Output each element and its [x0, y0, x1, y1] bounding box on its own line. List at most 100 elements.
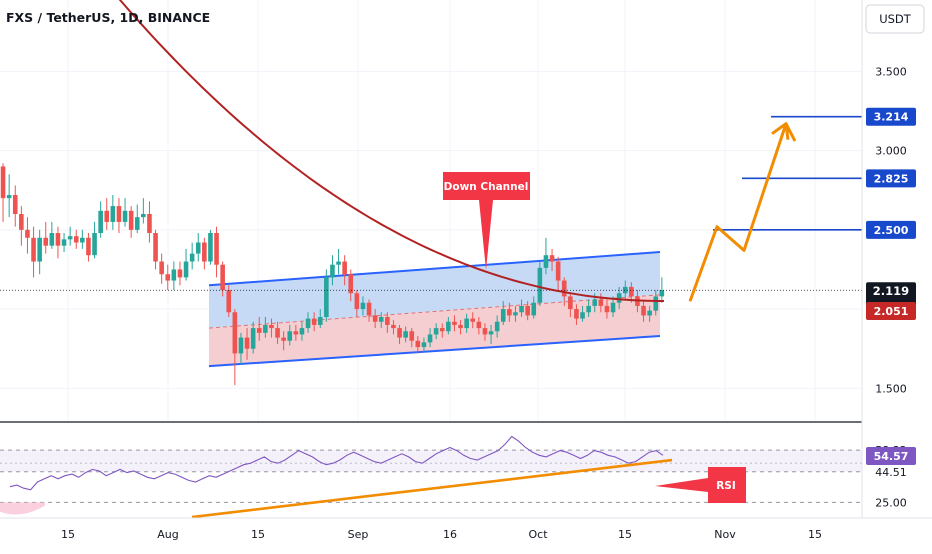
candle-body-28 — [171, 269, 177, 281]
down-channel-callout: Down Channel — [443, 172, 530, 270]
candle-body-25 — [153, 233, 158, 262]
candle-body-38 — [232, 312, 238, 354]
candle-body-105 — [641, 305, 646, 316]
candle-body-12 — [73, 236, 79, 243]
moving-average-badge — [866, 301, 916, 320]
candle-body-81 — [494, 321, 500, 332]
candle-body-50 — [305, 318, 311, 329]
candles — [0, 163, 665, 386]
time-axis-tick-0: 15 — [61, 528, 75, 541]
rsi-trend-line — [191, 458, 673, 519]
candle-body-35 — [214, 233, 219, 265]
price-axis-tick-1: 3.000 — [875, 145, 907, 158]
currency-badge-label[interactable]: USDT — [879, 12, 912, 26]
candle-body-41 — [250, 328, 256, 349]
candle-body-7 — [43, 237, 49, 246]
rsi-axis-tick-1: 44.51 — [875, 466, 907, 479]
price-levels — [713, 115, 862, 231]
time-axis-tick-4: 16 — [443, 528, 457, 541]
channel-upper-line — [208, 251, 661, 287]
time-axis: 15 Aug 15 Sep 16 Oct 15 Nov 15 — [0, 517, 932, 550]
candle-body-53 — [324, 277, 329, 317]
candle-body-90 — [549, 255, 555, 262]
candle-body-108 — [659, 290, 665, 297]
candle-body-77 — [470, 318, 476, 322]
time-axis-tick-2: 15 — [251, 528, 265, 541]
candle-body-31 — [189, 253, 195, 262]
candle-body-0 — [0, 166, 6, 199]
candle-body-79 — [482, 328, 488, 335]
candle-body-1 — [6, 194, 12, 199]
candle-body-64 — [391, 324, 396, 329]
currency-badge[interactable]: USDT — [865, 4, 925, 34]
candle-body-39 — [238, 337, 244, 354]
candle-body-106 — [647, 310, 652, 316]
rsi-axis-tick-0: 25.00 — [875, 496, 907, 509]
candle-body-32 — [195, 242, 201, 254]
candle-body-72 — [439, 328, 445, 332]
current-price-label: 2.119 — [873, 284, 909, 298]
candle-body-71 — [433, 328, 439, 335]
time-axis-tick-5: Oct — [528, 528, 548, 541]
candle-body-5 — [31, 237, 36, 262]
candle-body-20 — [122, 210, 128, 222]
candle-body-13 — [80, 237, 85, 243]
price-level-label-0: 3.214 — [874, 111, 909, 124]
rsi-oversold-fill — [0, 502, 45, 515]
candle-body-30 — [183, 261, 189, 278]
price-level-badge-1 — [866, 169, 916, 188]
projection-path — [688, 122, 797, 302]
time-axis-background — [0, 518, 932, 550]
channel-upper-fill — [209, 252, 660, 329]
candle-body-75 — [458, 324, 463, 329]
candle-body-24 — [147, 214, 152, 234]
candle-body-52 — [317, 317, 323, 325]
time-axis-tick-6: 15 — [618, 528, 632, 541]
candle-body-23 — [141, 214, 146, 218]
candle-body-45 — [275, 328, 280, 338]
candle-body-33 — [202, 242, 207, 262]
rsi-callout: RSI — [655, 467, 746, 503]
candle-body-73 — [446, 321, 451, 332]
candle-body-60 — [366, 302, 372, 316]
candle-body-55 — [336, 261, 341, 265]
candle-body-3 — [19, 214, 24, 230]
candle-body-94 — [574, 309, 579, 319]
rsi-last-label: 54.57 — [874, 450, 909, 463]
price-axis: 3.5003.0001.5003.2142.8252.5002.11915:29… — [861, 0, 932, 518]
rsi-last-badge — [866, 447, 916, 466]
candle-body-91 — [555, 261, 561, 281]
chart-grid — [0, 0, 862, 518]
candle-body-101 — [616, 293, 622, 303]
moving-average-line — [118, 0, 664, 302]
price-axis-tick-0: 3.500 — [875, 65, 907, 78]
candle-body-98 — [598, 299, 604, 306]
candle-body-89 — [543, 255, 549, 268]
currency-badge-box[interactable] — [865, 4, 925, 34]
candle-body-43 — [263, 324, 268, 333]
moving-average-label: 2.051 — [874, 305, 909, 318]
candle-body-51 — [311, 318, 317, 325]
price-level-badge-0 — [866, 107, 916, 126]
candle-body-34 — [208, 233, 213, 262]
price-level-label-2: 2.500 — [874, 224, 909, 237]
candle-body-87 — [531, 302, 537, 316]
candle-body-84 — [513, 312, 518, 316]
candle-body-4 — [25, 229, 30, 238]
candle-body-40 — [244, 337, 250, 349]
candle-body-11 — [67, 236, 73, 240]
candle-body-49 — [299, 328, 305, 335]
candle-body-9 — [55, 233, 61, 246]
candle-body-58 — [354, 293, 360, 310]
rsi-callout-shape — [655, 467, 746, 503]
candle-body-82 — [500, 309, 506, 322]
candle-body-21 — [128, 210, 134, 230]
candle-body-67 — [409, 331, 415, 341]
candle-body-66 — [403, 331, 408, 338]
candle-body-22 — [134, 217, 140, 230]
candle-body-17 — [104, 210, 110, 222]
candle-body-102 — [622, 286, 628, 294]
candle-body-19 — [116, 206, 122, 222]
price-level-badge-2 — [866, 220, 916, 239]
